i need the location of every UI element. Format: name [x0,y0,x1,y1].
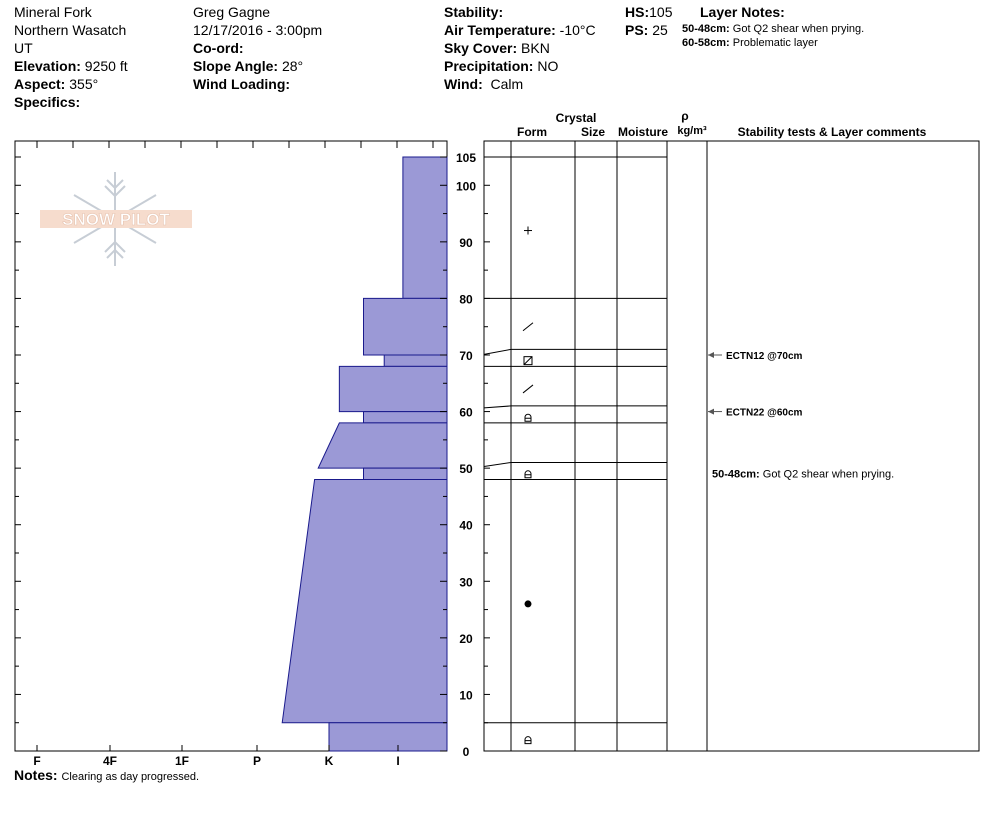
hardness-tick-label: P [253,754,261,768]
air-temp-row: Air Temperature: -10°C [444,22,596,38]
grain-slash-icon [522,322,534,332]
hardness-tick-label: K [325,754,334,768]
grain-facet-icon [524,736,532,745]
height-tick-label: 105 [456,151,476,165]
notes-row: Notes: Clearing as day progressed. [14,767,200,783]
hardness-layer-3 [338,365,448,413]
arrow-left-icon [708,408,714,415]
logo-text: SNOW PILOT [62,210,170,229]
height-tick-label: 0 [463,745,470,759]
layer-note-2: 60-58cm: Problematic layer [682,37,818,49]
column-dividers [510,141,708,751]
hardness-profile [281,156,448,752]
stability-test-label: ECTN22 @60cm [726,408,803,419]
stability-tests: ECTN12 @70cm ECTN22 @60cm [708,351,803,419]
height-tick-label: 80 [459,292,473,306]
hardness-layer-1 [363,297,448,356]
hardness-layer-6 [363,467,448,480]
hardness-tick-label: I [396,754,399,768]
aspect-row: Aspect: 355° [14,76,99,92]
layer-notes-title: Layer Notes: [700,4,785,20]
height-axis: 0 10 20 30 40 50 60 70 80 90 100 105 [15,151,490,759]
crystal-header: Crystal [556,111,597,125]
hardness-layer-2 [383,354,448,367]
grain-plus-icon [524,226,532,235]
mountain-range: Northern Wasatch [14,22,127,38]
header-col1: Mineral Fork Northern Wasatch UT Elevati… [14,3,128,111]
grain-facet-icon [524,413,532,422]
header-col4: HS:105 PS: 25 [625,3,672,39]
wind-row: Wind: Calm [444,76,524,92]
location: Mineral Fork [14,4,92,20]
hardness-axis: F 4F 1F P K I [33,141,434,768]
layer-note-1: 50-48cm: Got Q2 shear when prying. [682,23,865,35]
ps-row: PS: 25 [625,22,668,38]
hardness-tick-label: 4F [103,754,117,768]
state: UT [14,40,33,56]
hardness-layer-4 [363,411,448,424]
layer-boundary-connector [483,461,512,467]
moisture-header: Moisture [618,125,668,139]
height-tick-label: 20 [459,632,473,646]
layer-comments: 50-48cm: Got Q2 shear when prying. [712,468,894,480]
height-tick-label: 100 [456,179,476,193]
height-tick-label: 30 [459,575,473,589]
stability-test-label: ECTN12 @70cm [726,351,803,362]
grain-dot-icon [524,600,532,608]
form-header: Form [517,125,547,139]
height-tick-label: 90 [459,236,473,250]
height-tick-label: 70 [459,349,473,363]
notes-text: Clearing as day progressed. [61,771,200,783]
height-tick-label: 40 [459,519,473,533]
hardness-layer-0 [402,156,448,299]
header-col3: Stability: Air Temperature: -10°C Sky Co… [444,3,596,93]
elevation-row: Elevation: 9250 ft [14,58,128,74]
density-rho-header: ρ [681,109,688,123]
specifics-row: Specifics: [14,94,81,110]
grain-boxslash-icon [523,356,533,366]
wind-loading-row: Wind Loading: [193,76,291,92]
layer-boundary-connector [483,348,512,355]
slope-row: Slope Angle: 28° [193,58,304,74]
height-tick-label: 10 [459,688,473,702]
sky-row: Sky Cover: BKN [444,40,550,56]
hardness-layer-8 [328,722,448,752]
crystal-table-frame [483,140,980,752]
precip-row: Precipitation: NO [444,58,559,74]
datetime: 12/17/2016 - 3:00pm [193,22,323,38]
hardness-layer-5 [317,422,448,469]
header-col2: Greg Gagne 12/17/2016 - 3:00pm Co-ord: S… [193,3,322,93]
hardness-tick-label: 1F [175,754,189,768]
grain-slash-icon [522,384,534,394]
hardness-layer-7 [281,478,448,724]
layer-boundary-connector [483,405,512,409]
stability-header: Stability tests & Layer comments [738,125,927,139]
height-tick-label: 60 [459,406,473,420]
arrow-left-icon [708,352,714,358]
size-header: Size [581,125,605,139]
density-unit-header: kg/m³ [677,125,707,137]
column-headers: Crystal Form Size Moisture ρ kg/m³ Stabi… [517,109,927,139]
hardness-tick-label: F [33,754,40,768]
grain-forms [522,226,534,745]
observer: Greg Gagne [193,4,271,20]
stability-row: Stability: [444,4,504,20]
layer-comment: 50-48cm: Got Q2 shear when prying. [712,468,894,480]
hs-row: HS:105 [625,4,673,20]
layer-boundaries [483,156,667,724]
coord-row: Co-ord: [193,40,244,56]
snowpilot-logo: SNOW PILOT [40,172,192,266]
grain-facet-icon [524,470,532,479]
height-tick-label: 50 [459,462,473,476]
